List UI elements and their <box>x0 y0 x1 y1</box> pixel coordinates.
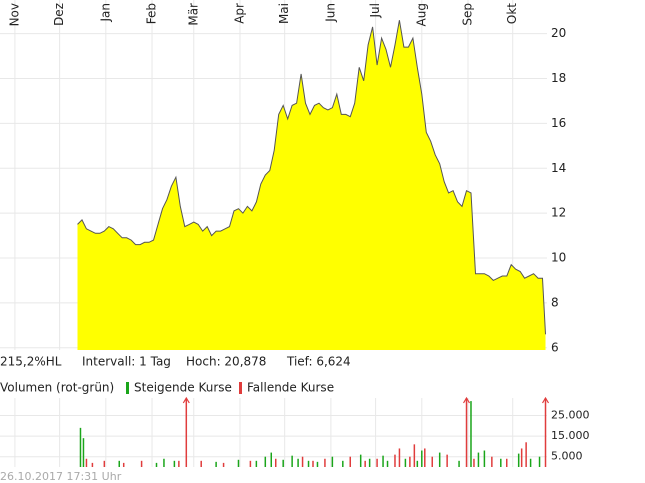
x-tick-label: Apr <box>232 3 246 24</box>
y-tick-label: 14 <box>551 161 566 175</box>
x-tick-label: Mär <box>186 3 200 26</box>
y-tick-label: 15.000 <box>551 429 590 442</box>
legend-swatch <box>239 382 242 394</box>
info-high: Hoch: 20,878 <box>186 355 266 369</box>
x-tick-label: Nov <box>7 3 21 26</box>
y-tick-label: 8 <box>551 295 559 309</box>
info-range: 215,2%HL <box>0 355 62 369</box>
x-tick-label: Jan <box>98 3 112 23</box>
area-fill <box>77 20 546 350</box>
x-tick-label: Mai <box>277 3 291 24</box>
x-tick-label: Sep <box>461 3 475 26</box>
x-tick-label: Aug <box>414 3 428 26</box>
volume-title: Volumen (rot-grün) <box>0 381 114 395</box>
legend-label: Fallende Kurse <box>247 381 334 395</box>
price-line <box>77 20 546 335</box>
y-tick-label: 12 <box>551 206 566 220</box>
overflow-arrow <box>182 396 190 404</box>
y-tick-label: 16 <box>551 116 566 130</box>
x-tick-label: Dez <box>52 3 66 26</box>
overflow-arrow <box>463 396 471 404</box>
x-tick-label: Jul <box>368 3 382 18</box>
y-tick-label: 6 <box>551 340 559 354</box>
overflow-arrow <box>541 396 550 404</box>
info-interval: Intervall: 1 Tag <box>82 355 171 369</box>
y-tick-label: 18 <box>551 71 566 85</box>
y-tick-label: 5.000 <box>551 450 583 463</box>
footer: 26.10.2017 17:31 Uhr <box>0 470 122 483</box>
y-tick-label: 10 <box>551 251 566 265</box>
x-tick-label: Jun <box>323 3 337 23</box>
legend-label: Steigende Kurse <box>134 381 232 395</box>
y-tick-label: 20 <box>551 26 566 40</box>
x-tick-label: Okt <box>505 3 519 24</box>
legend-swatch <box>126 382 129 394</box>
x-tick-label: Feb <box>145 3 159 24</box>
info-low: Tief: 6,624 <box>286 355 351 369</box>
y-tick-label: 25.000 <box>551 409 590 422</box>
